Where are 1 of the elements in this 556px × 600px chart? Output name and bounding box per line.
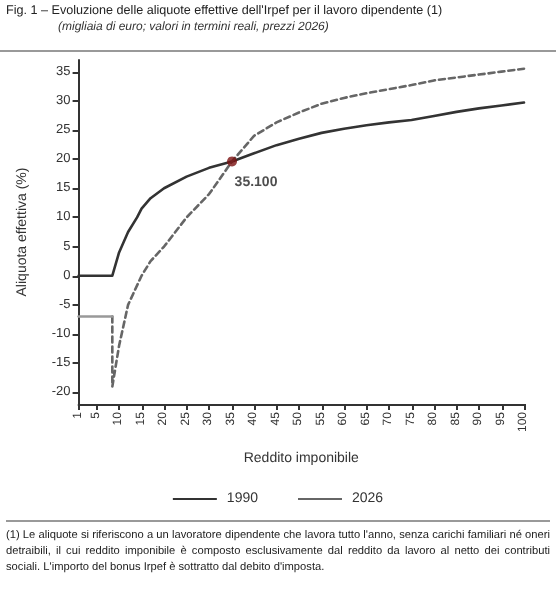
line-series <box>111 67 526 388</box>
